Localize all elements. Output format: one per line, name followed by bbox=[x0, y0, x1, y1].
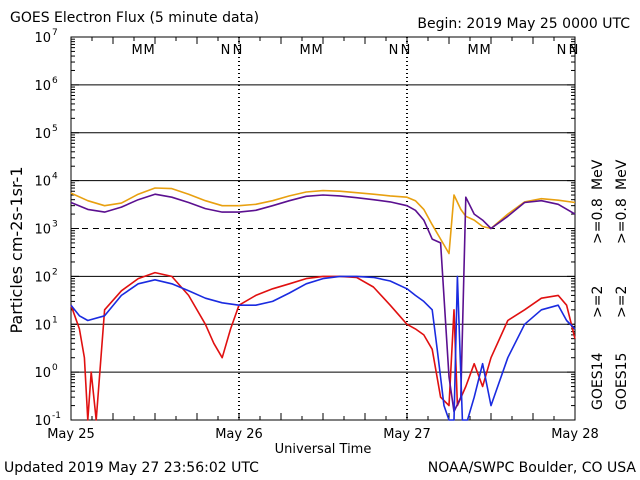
y-axis-label: Particles cm-2s-1sr-1 bbox=[7, 166, 26, 333]
y-tick-exponent: 5 bbox=[52, 124, 58, 134]
y-tick-label: 10 bbox=[34, 127, 51, 142]
marker-label-goes15: M bbox=[480, 43, 491, 58]
x-axis-ticks: May 25 May 26 May 27 May 28 bbox=[47, 37, 599, 442]
y-tick-label: 10 bbox=[34, 223, 51, 238]
marker-label-goes15: M bbox=[312, 43, 323, 58]
x-tick-label: May 27 bbox=[383, 427, 431, 442]
legend-goes15-ge2: >=2 bbox=[614, 286, 630, 318]
y-tick-label: 10 bbox=[34, 270, 51, 285]
data-series bbox=[70, 187, 576, 421]
begin-date: Begin: 2019 May 25 0000 UTC bbox=[417, 16, 630, 32]
y-tick-exponent: 7 bbox=[52, 28, 58, 38]
legend-mev-2: MeV bbox=[614, 159, 630, 190]
legend-goes14-ge2: >=2 bbox=[590, 286, 606, 318]
series-line-4 bbox=[70, 271, 576, 421]
y-tick-label: 10 bbox=[34, 79, 51, 94]
marker-label-goes14: N bbox=[557, 43, 567, 58]
y-tick-exponent: 2 bbox=[52, 267, 58, 277]
y-tick-exponent: 0 bbox=[52, 363, 58, 373]
marker-label-goes15: M bbox=[144, 43, 155, 58]
y-tick-label: 10 bbox=[34, 175, 51, 190]
legend-goes15-ge08: >=0.8 bbox=[614, 198, 630, 244]
x-tick-label: May 25 bbox=[47, 427, 95, 442]
series-line-1 bbox=[70, 193, 576, 413]
legend-goes14-label: GOES14 bbox=[590, 352, 606, 410]
y-tick-exponent: 1 bbox=[52, 315, 58, 325]
series-line-2 bbox=[70, 187, 576, 255]
chart-title: GOES Electron Flux (5 minute data) bbox=[10, 10, 259, 26]
marker-label-goes14: N bbox=[389, 43, 399, 58]
marker-label-goes15: N bbox=[569, 43, 579, 58]
legend-goes14-ge08: >=0.8 bbox=[590, 198, 606, 244]
x-tick-label: May 26 bbox=[215, 427, 263, 442]
series-line-3 bbox=[70, 275, 576, 421]
marker-label-goes14: M bbox=[300, 43, 311, 58]
plot-area bbox=[70, 36, 576, 421]
marker-label-goes15: N bbox=[401, 43, 411, 58]
y-tick-label: 10 bbox=[34, 318, 51, 333]
marker-label-goes14: M bbox=[468, 43, 479, 58]
y-tick-exponent: -1 bbox=[52, 411, 61, 421]
x-tick-label: May 28 bbox=[551, 427, 599, 442]
y-tick-exponent: 3 bbox=[52, 220, 58, 230]
y-tick-exponent: 6 bbox=[52, 76, 58, 86]
marker-label-goes14: N bbox=[221, 43, 231, 58]
y-tick-label: 10 bbox=[34, 366, 51, 381]
y-tick-label: 10 bbox=[34, 31, 51, 46]
updated-timestamp: Updated 2019 May 27 23:56:02 UTC bbox=[4, 460, 259, 476]
legend-goes15-label: GOES15 bbox=[614, 353, 630, 410]
marker-label-goes14: M bbox=[132, 43, 143, 58]
legend: GOES14 GOES15 >=2 >=2 >=0.8 >=0.8 MeV Me… bbox=[590, 159, 630, 410]
y-tick-label: 10 bbox=[34, 414, 51, 429]
x-axis-label: Universal Time bbox=[275, 442, 372, 457]
source-credit: NOAA/SWPC Boulder, CO USA bbox=[428, 460, 637, 476]
y-tick-exponent: 4 bbox=[52, 172, 58, 182]
legend-mev-1: MeV bbox=[590, 159, 606, 190]
marker-label-goes15: N bbox=[233, 43, 243, 58]
